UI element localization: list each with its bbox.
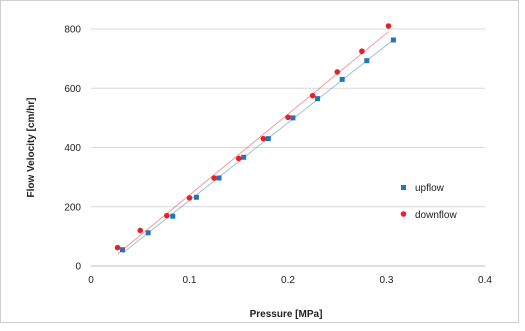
- point-upflow-2: [170, 213, 176, 219]
- x-tick-0: 0: [88, 275, 94, 286]
- scatter-chart: 0 200 400 600 800 0 0.1 0.2 0.3 0.4 Flow Velocit…: [26, 23, 492, 320]
- point-downflow-6: [260, 135, 267, 142]
- y-tick-labels: 0 200 400 600 800: [64, 25, 81, 273]
- point-upflow-1: [145, 230, 151, 236]
- point-downflow-5: [235, 155, 242, 162]
- point-upflow-3: [193, 194, 199, 200]
- point-upflow-10: [364, 58, 370, 64]
- gridlines: [91, 28, 485, 267]
- legend-label-upflow: upflow: [415, 183, 445, 194]
- x-tick-0.2: 0.2: [281, 275, 295, 286]
- y-tick-400: 400: [64, 143, 81, 154]
- point-downflow-2: [164, 212, 170, 219]
- y-tick-200: 200: [64, 202, 81, 213]
- point-downflow-10: [359, 48, 365, 55]
- y-tick-800: 800: [64, 25, 81, 36]
- point-upflow-4: [216, 175, 222, 181]
- point-upflow-9: [339, 76, 345, 82]
- chart-frame: 0 200 400 600 800 0 0.1 0.2 0.3 0.4 Flow Velocit…: [0, 0, 519, 323]
- data-series: [114, 23, 396, 255]
- point-upflow-11: [390, 37, 396, 43]
- point-downflow-0: [114, 244, 121, 251]
- point-downflow-1: [137, 227, 144, 234]
- y-tick-600: 600: [64, 84, 81, 95]
- y-tick-0: 0: [75, 262, 81, 273]
- x-tick-0.1: 0.1: [183, 275, 197, 286]
- x-tick-0.3: 0.3: [380, 275, 394, 286]
- y-axis-title: Flow Velocity [cm/hr]: [26, 97, 37, 197]
- point-upflow-6: [265, 136, 271, 142]
- x-axis-title: Pressure [MPa]: [250, 309, 323, 320]
- point-downflow-11: [385, 23, 392, 29]
- legend-marker-upflow: [401, 185, 406, 190]
- point-downflow-9: [334, 69, 341, 75]
- trendline-downflow: [117, 31, 389, 255]
- point-downflow-7: [285, 114, 291, 121]
- point-upflow-5: [241, 154, 247, 160]
- legend-label-downflow: downflow: [415, 210, 457, 221]
- x-tick-labels: 0 0.1 0.2 0.3 0.4: [88, 275, 492, 286]
- legend: upflow downflow: [400, 183, 457, 221]
- point-upflow-8: [315, 96, 321, 102]
- x-tick-0.4: 0.4: [478, 275, 492, 286]
- point-downflow-8: [309, 92, 316, 99]
- point-downflow-4: [211, 175, 217, 181]
- point-downflow-3: [186, 195, 193, 201]
- point-upflow-7: [290, 115, 296, 121]
- point-upflow-0: [120, 247, 126, 253]
- trendline-upflow: [122, 39, 394, 254]
- legend-marker-downflow: [400, 211, 407, 217]
